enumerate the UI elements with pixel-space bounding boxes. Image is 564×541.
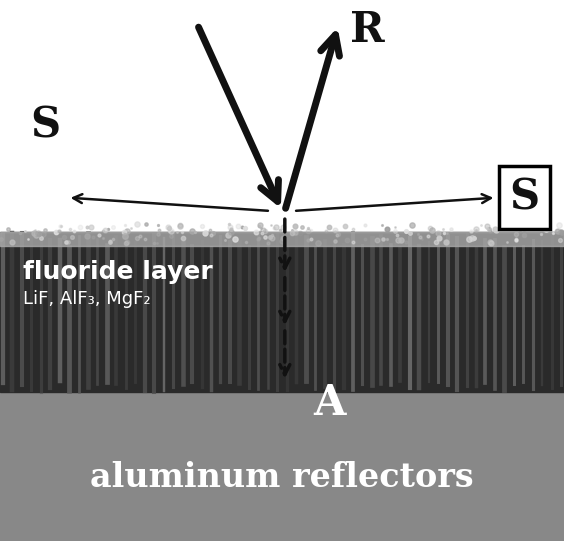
Bar [0,392,564,541]
Text: R: R [350,9,384,51]
Text: fluoride layer: fluoride layer [23,260,212,284]
Text: A: A [313,381,345,424]
Text: aluminum reflectors: aluminum reflectors [90,460,474,493]
Bar [0,232,564,392]
Text: S: S [30,105,60,147]
Bar [0,232,564,246]
Text: S: S [509,177,540,219]
Text: LiF, AlF₃, MgF₂: LiF, AlF₃, MgF₂ [23,290,150,308]
